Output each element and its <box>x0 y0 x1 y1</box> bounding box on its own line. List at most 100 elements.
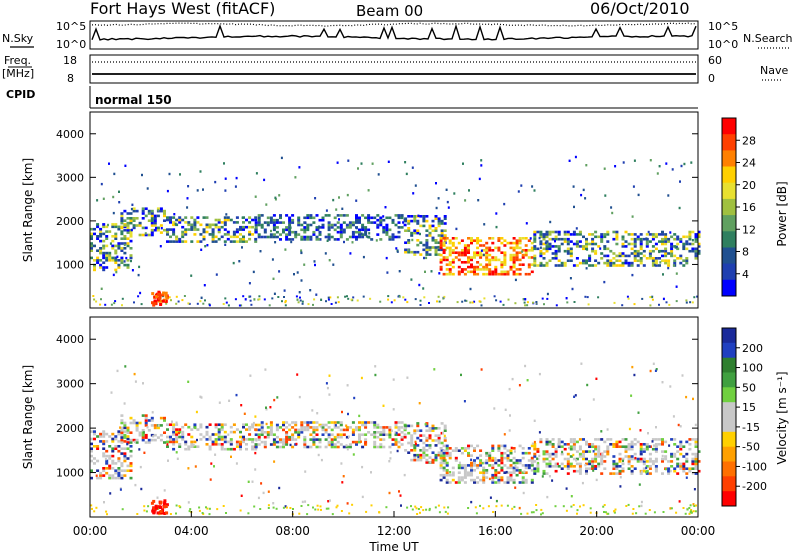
heatmap-cell <box>654 235 658 239</box>
heatmap-cell <box>542 233 546 236</box>
heatmap-cell <box>114 237 118 240</box>
heatmap-cell <box>530 241 534 245</box>
heatmap-cell <box>424 423 427 426</box>
heatmap-cell <box>457 265 461 269</box>
heatmap-cell <box>503 263 507 266</box>
heatmap-cell <box>512 270 516 274</box>
heatmap-cell <box>512 456 516 460</box>
heatmap-cell <box>434 227 438 230</box>
heatmap-cell <box>464 199 467 202</box>
heatmap-cell <box>538 236 541 240</box>
heatmap-cell <box>343 240 345 244</box>
y-tick-label: 4000 <box>56 128 84 141</box>
heatmap-cell <box>360 162 363 165</box>
heatmap-cell <box>123 219 127 222</box>
heatmap-cell <box>509 471 513 474</box>
heatmap-cell <box>428 427 432 430</box>
heatmap-cell <box>370 216 374 220</box>
heatmap-cell <box>670 235 674 239</box>
heatmap-cell <box>557 249 561 253</box>
heatmap-cell <box>545 242 549 246</box>
heatmap-cell <box>400 431 404 434</box>
heatmap-cell <box>358 221 361 224</box>
heatmap-cell <box>332 263 335 266</box>
heatmap-cell <box>315 445 319 449</box>
heatmap-cell <box>379 218 383 222</box>
heatmap-cell <box>495 225 498 229</box>
heatmap-cell <box>211 237 215 241</box>
heatmap-cell <box>639 247 643 251</box>
heatmap-cell <box>645 465 649 468</box>
heatmap-cell <box>123 260 126 263</box>
heatmap-cell <box>610 206 613 209</box>
heatmap-cell <box>416 436 420 440</box>
heatmap-cell <box>648 445 651 448</box>
heatmap-cell <box>312 435 316 439</box>
heatmap-cell <box>535 301 538 303</box>
noise-search-line <box>91 22 697 27</box>
heatmap-cell <box>391 218 395 222</box>
heatmap-cell <box>463 473 467 477</box>
heatmap-cell <box>648 465 652 468</box>
heatmap-cell <box>229 440 233 444</box>
heatmap-cell <box>689 301 692 304</box>
heatmap-cell <box>217 435 221 439</box>
heatmap-cell <box>203 284 206 287</box>
heatmap-cell <box>442 297 445 300</box>
heatmap-cell <box>347 435 350 438</box>
heatmap-cell <box>503 471 507 474</box>
heatmap-cell <box>126 435 130 438</box>
heatmap-cell <box>232 240 236 243</box>
heatmap-cell <box>132 438 136 442</box>
heatmap-cell <box>673 469 677 473</box>
heatmap-cell <box>539 242 543 246</box>
heatmap-cell <box>132 226 136 230</box>
heatmap-cell <box>228 399 231 402</box>
heatmap-cell <box>99 303 102 306</box>
heatmap-cell <box>621 467 625 470</box>
colorbar-segment <box>722 387 736 403</box>
heatmap-cell <box>621 235 625 239</box>
heatmap-cell <box>296 298 299 301</box>
heatmap-cell <box>211 440 215 444</box>
heatmap-cell <box>533 247 537 251</box>
heatmap-cell <box>580 362 583 365</box>
heatmap-cell <box>348 221 352 224</box>
heatmap-cell <box>297 433 301 436</box>
heatmap-cell <box>443 222 447 225</box>
heatmap-cell <box>373 216 377 220</box>
heatmap-cell <box>269 216 273 220</box>
heatmap-cell <box>554 240 556 243</box>
heatmap-cell <box>437 248 441 252</box>
heatmap-cell <box>239 225 242 229</box>
heatmap-cell <box>285 435 289 439</box>
heatmap-cell <box>123 209 127 213</box>
heatmap-cell <box>93 244 96 248</box>
heatmap-cell <box>376 431 380 434</box>
colorbar-label: -200 <box>742 480 767 493</box>
heatmap-cell <box>566 249 570 253</box>
heatmap-cell <box>463 464 467 467</box>
heatmap-cell <box>379 238 383 241</box>
heatmap-cell <box>554 450 558 453</box>
heatmap-cell <box>696 295 699 298</box>
heatmap-cell <box>642 450 646 453</box>
heatmap-cell <box>630 455 634 458</box>
heatmap-cell <box>355 428 358 432</box>
heatmap-cell <box>303 426 307 429</box>
heatmap-cell <box>299 296 301 299</box>
heatmap-cell <box>515 239 519 242</box>
heatmap-cell <box>485 258 489 262</box>
heatmap-cell <box>120 219 124 222</box>
heatmap-cell <box>448 473 452 477</box>
heatmap-cell <box>339 443 343 446</box>
heatmap-cell <box>93 437 96 441</box>
heatmap-cell <box>434 239 438 242</box>
heatmap-cell <box>126 431 130 434</box>
heatmap-cell <box>467 451 470 455</box>
heatmap-cell <box>387 160 390 163</box>
heatmap-cell <box>120 469 124 472</box>
heatmap-cell <box>603 235 607 239</box>
heatmap-cell <box>385 223 389 227</box>
heatmap-cell <box>126 217 130 220</box>
